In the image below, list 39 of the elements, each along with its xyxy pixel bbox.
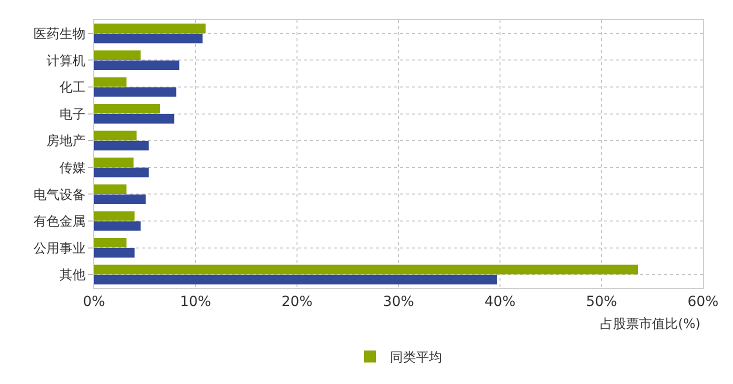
bar [94, 34, 203, 44]
bar [94, 248, 135, 258]
y-tick-label: 电气设备 [33, 188, 86, 203]
y-tick-label: 传媒 [59, 160, 86, 176]
y-tick-label: 房地产 [46, 133, 86, 150]
bar [94, 60, 180, 70]
bar [94, 158, 134, 168]
x-tick-label: 40% [484, 294, 516, 310]
bar [94, 50, 141, 60]
bar [94, 238, 126, 248]
bar [94, 114, 174, 124]
y-tick-label: 公用事业 [33, 241, 86, 256]
y-tick-label: 其他 [59, 268, 86, 284]
x-tick-label: 60% [687, 294, 719, 310]
legend-label: 同类平均 [390, 350, 442, 366]
bar [94, 104, 160, 114]
bar [94, 130, 137, 140]
bar [94, 24, 206, 34]
x-tick-label: 0% [82, 294, 106, 310]
bar [94, 140, 149, 150]
bar [94, 211, 135, 221]
bar [94, 77, 126, 87]
x-axis-title: 占股票市值比(%) [600, 317, 700, 332]
bar [94, 87, 176, 97]
bar [94, 274, 497, 284]
x-tick-label: 10% [180, 294, 212, 310]
x-tick-label: 30% [382, 294, 414, 310]
x-tick-label: 20% [281, 294, 313, 310]
bar [94, 168, 149, 178]
bar [94, 184, 126, 194]
y-tick-label: 计算机 [46, 54, 86, 69]
x-tick-label: 50% [586, 294, 618, 310]
bar [94, 221, 141, 231]
y-tick-label: 电子 [59, 107, 86, 122]
y-tick-label: 化工 [59, 80, 86, 96]
y-tick-label: 有色金属 [33, 214, 86, 230]
y-tick-label: 医药生物 [33, 26, 86, 42]
bar [94, 194, 146, 204]
bar [94, 264, 638, 274]
